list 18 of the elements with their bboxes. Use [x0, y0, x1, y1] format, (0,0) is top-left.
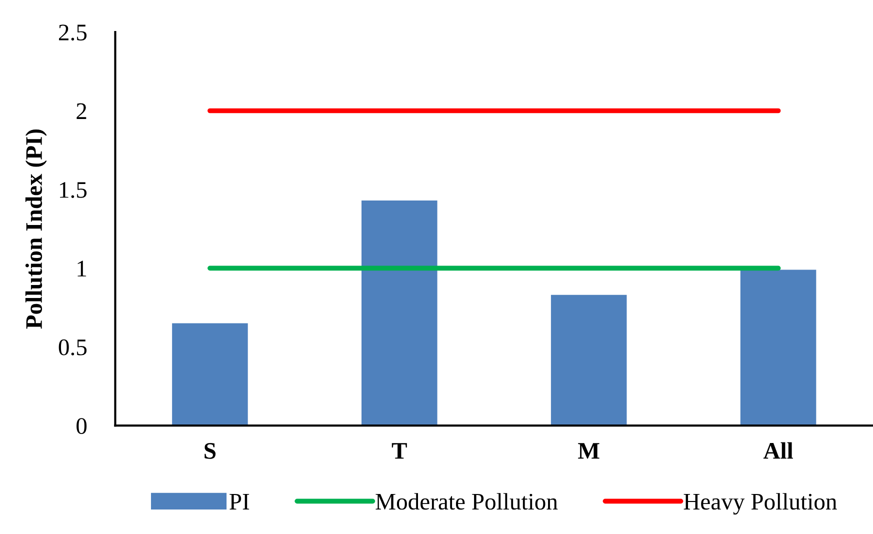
legend-label: PI: [230, 494, 250, 510]
y-axis-title: Pollution Index (PI): [25, 129, 47, 329]
y-tick-label: 2.5: [58, 24, 87, 41]
bar: [740, 270, 816, 426]
legend-label: Heavy Pollution: [684, 493, 837, 515]
y-tick-label: 2: [76, 103, 86, 119]
x-tick-label: S: [204, 443, 216, 459]
y-tick-label: 1.5: [60, 182, 87, 198]
y-tick-label: 1: [78, 260, 86, 276]
legend-label: Moderate Pollution: [376, 493, 558, 510]
y-tick-label: 0.5: [58, 339, 87, 356]
bar: [172, 323, 248, 426]
bar: [362, 200, 438, 426]
x-tick-label: T: [392, 443, 407, 459]
x-tick-label: M: [578, 443, 600, 459]
x-tick-label: All: [763, 442, 793, 459]
bar: [550, 294, 627, 426]
y-tick-label: 0: [76, 418, 87, 434]
